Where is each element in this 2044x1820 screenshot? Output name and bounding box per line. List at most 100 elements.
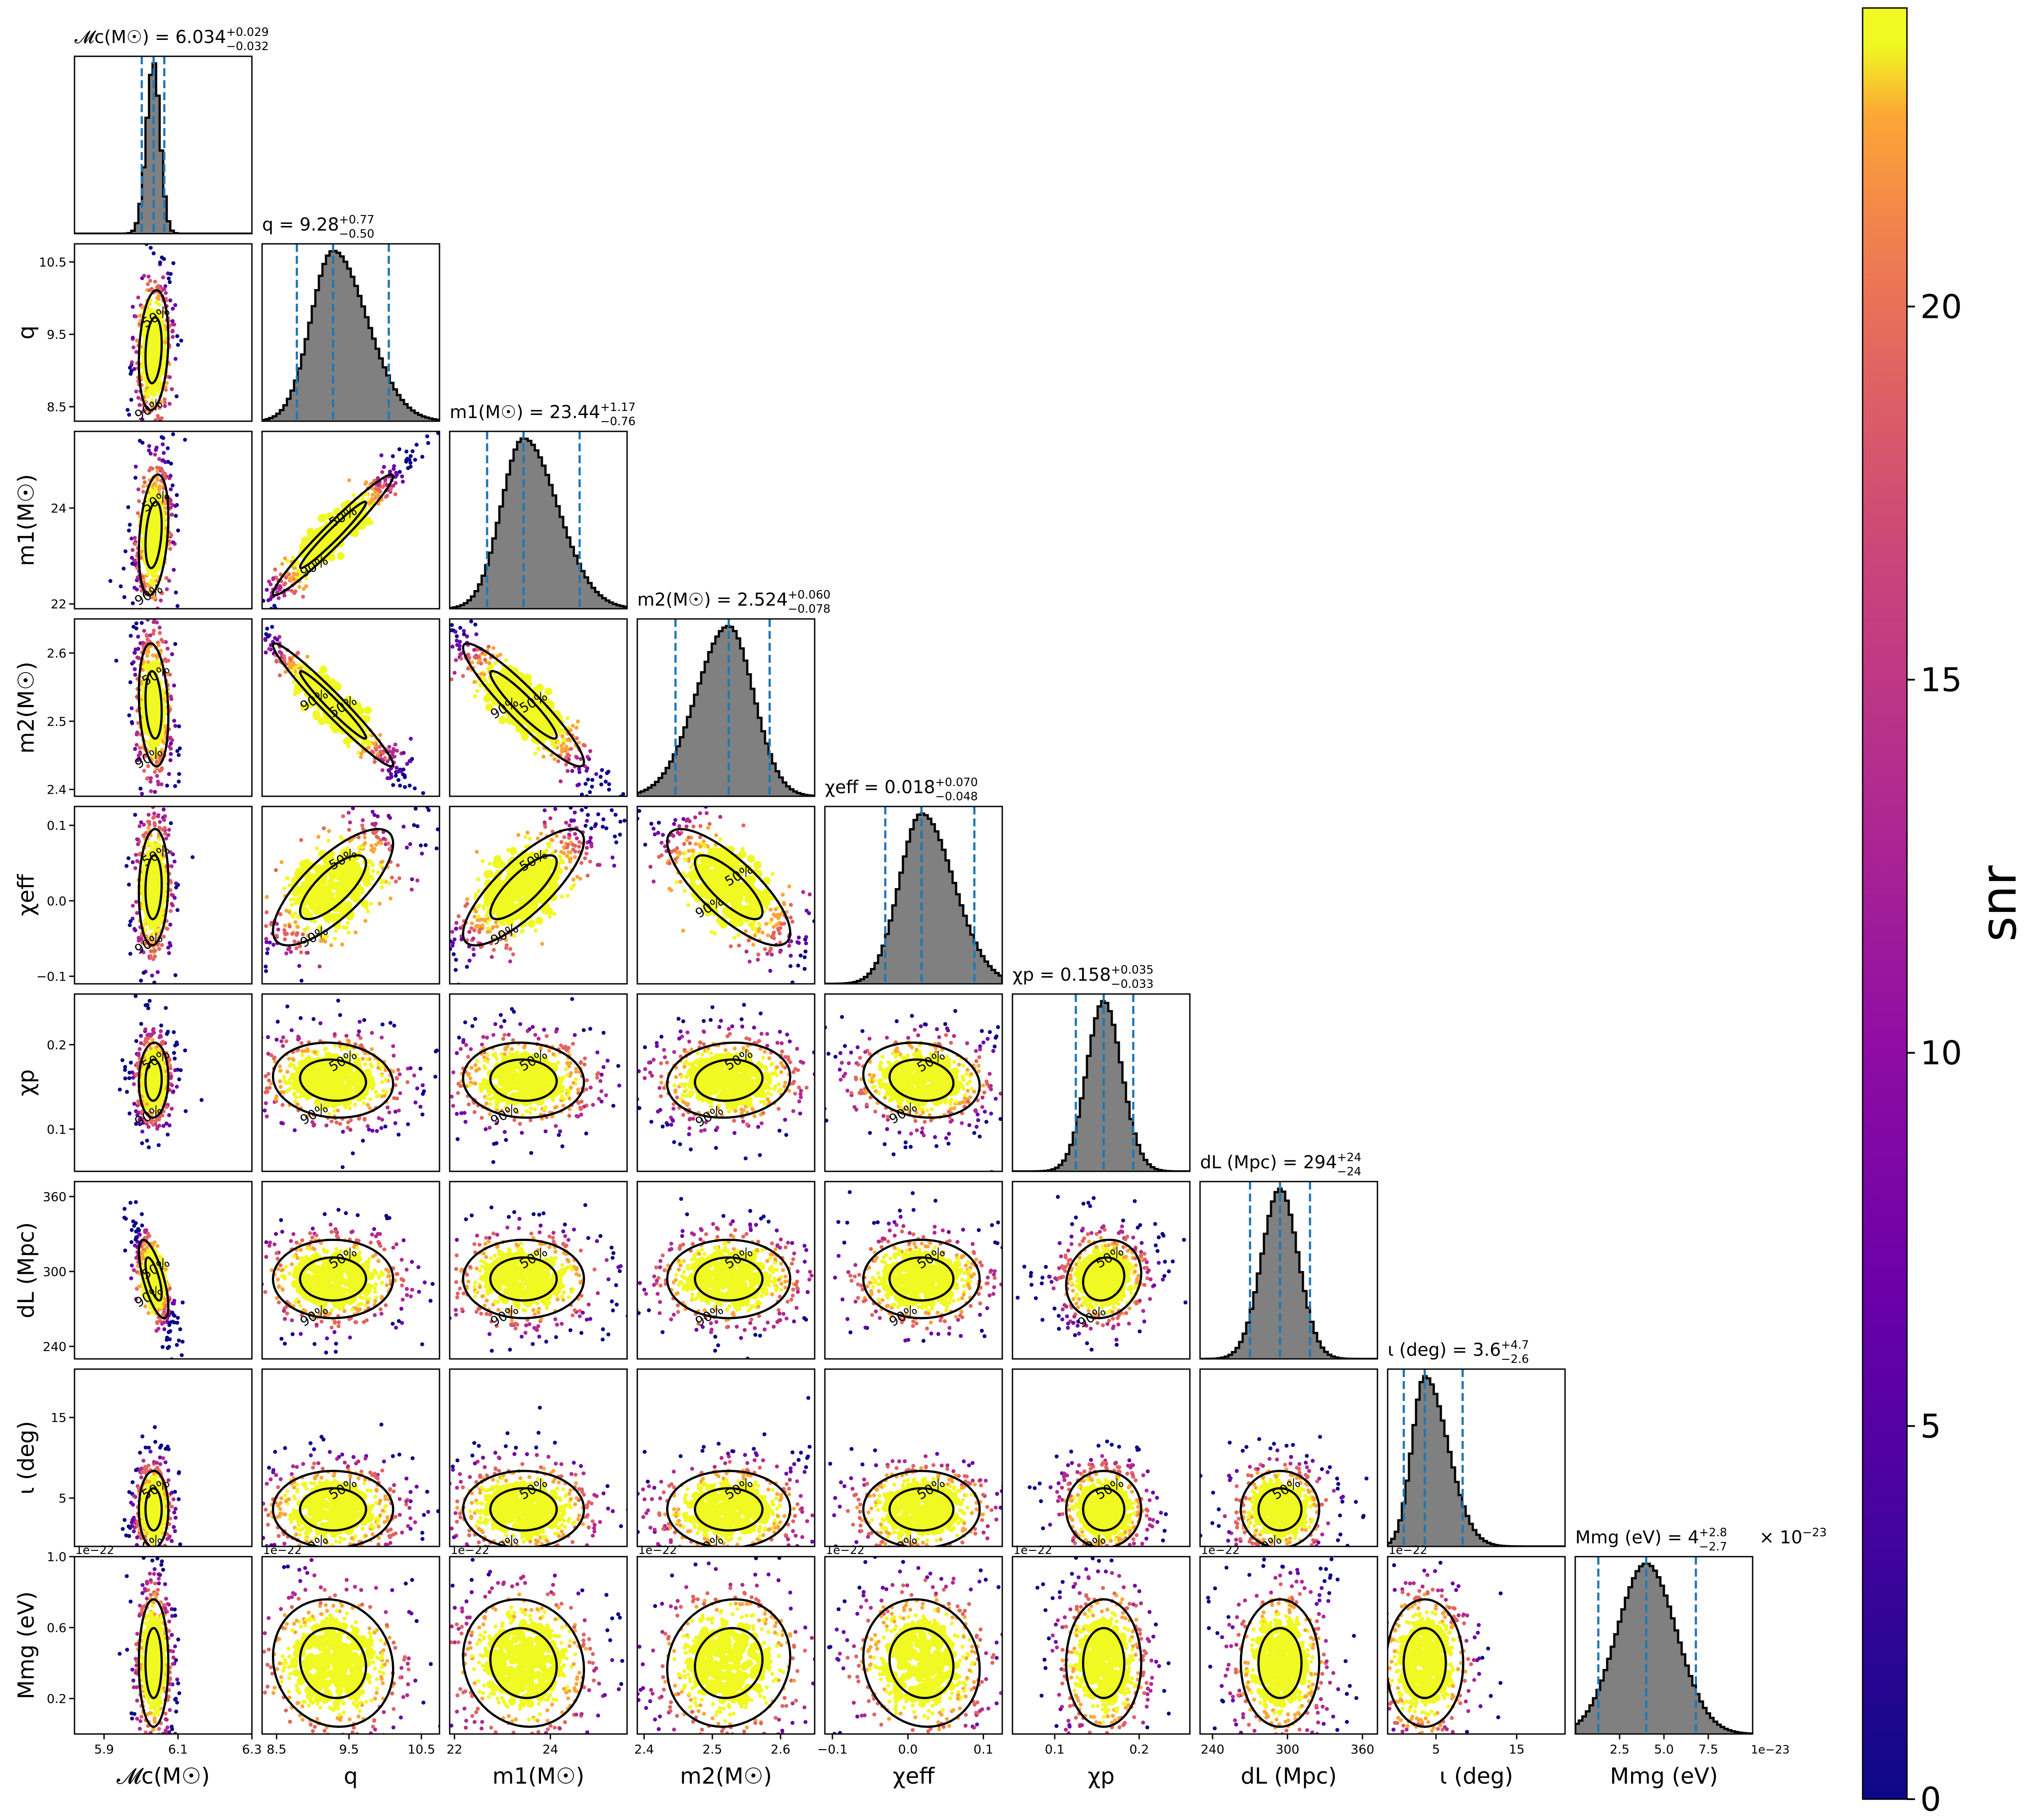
scatter-point (152, 753, 156, 758)
scatter-point (376, 476, 380, 480)
scatter-point (380, 880, 384, 885)
scatter-point (313, 710, 321, 719)
scatter-point (264, 924, 268, 928)
scatter-point (334, 884, 343, 892)
scatter-point (596, 798, 600, 802)
scatter-point (346, 930, 351, 935)
hist-bar (574, 556, 578, 609)
scatter-point (169, 272, 173, 276)
scatter-point (583, 856, 587, 861)
scatter-point (290, 932, 294, 936)
scatter-point (128, 919, 133, 924)
scatter-point (283, 670, 287, 674)
scatter-point (300, 907, 308, 915)
scatter-point (523, 835, 528, 839)
scatter-point (491, 947, 496, 952)
scatter-point (347, 828, 351, 832)
scatter-point (149, 589, 153, 594)
scatter-point (600, 768, 604, 772)
scatter-point (600, 825, 605, 829)
scatter-point (455, 643, 459, 647)
scatter-point (172, 322, 177, 327)
scatter-point (301, 570, 305, 574)
scatter-point (153, 790, 157, 794)
hist-bar (457, 606, 461, 609)
scatter-point (579, 861, 584, 865)
scatter-point (640, 822, 644, 826)
scatter-point (265, 951, 270, 955)
scatter-point (148, 310, 153, 315)
scatter-point (265, 626, 269, 631)
scatter-point (265, 587, 269, 592)
panel-frame (636, 618, 816, 797)
scatter-point (511, 952, 515, 956)
scatter-point (152, 392, 157, 396)
scatter-point (549, 838, 553, 842)
scatter-point (535, 860, 544, 869)
scatter-point (397, 447, 402, 451)
hist-bar (471, 596, 475, 609)
scatter-point (141, 950, 146, 955)
scatter-point (167, 827, 171, 832)
scatter-point (412, 922, 416, 926)
hist-bar (595, 592, 599, 609)
scatter-point (261, 612, 265, 616)
hist-bar (467, 600, 471, 609)
scatter-point (133, 464, 138, 469)
scatter-point (472, 928, 477, 932)
scatter-point (149, 745, 153, 750)
scatter-panel-m1-m2: 50%90% (427, 586, 644, 826)
scatter-point (408, 461, 413, 465)
scatter-point (480, 859, 485, 863)
hist-bar (772, 763, 776, 796)
scatter-point (141, 409, 145, 414)
scatter-point (151, 423, 155, 427)
scatter-point (133, 558, 137, 563)
scatter-point (142, 422, 146, 426)
scatter-point (167, 579, 171, 583)
scatter-point (421, 791, 425, 795)
hist-bar (585, 577, 588, 609)
scatter-point (427, 586, 431, 590)
hist-bar (637, 792, 641, 796)
scatter-point (162, 900, 166, 904)
hist-bar (337, 253, 341, 421)
scatter-point (420, 454, 424, 459)
hist-panel-m1: m1(M☉) = 23.44+1.17−0.76 (449, 401, 636, 610)
hist-bar (687, 716, 691, 796)
hist-bar (376, 348, 380, 421)
scatter-point (306, 951, 310, 955)
scatter-point (174, 513, 178, 518)
scatter-point (140, 305, 144, 309)
scatter-point (137, 852, 142, 857)
scatter-point (190, 855, 195, 859)
scatter-panel-m2-chi: 50%90% (636, 806, 816, 985)
scatter-point (470, 660, 475, 665)
scatter-point (373, 830, 378, 834)
scatter-point (136, 634, 140, 639)
panel-title-minus-m2: −0.078 (788, 603, 830, 616)
scatter-point (536, 836, 540, 841)
scatter-point (133, 866, 137, 870)
scatter-point (136, 837, 141, 842)
contour-90 (271, 473, 395, 597)
scatter-point (598, 801, 602, 805)
scatter-point (294, 674, 299, 678)
scatter-point (173, 356, 178, 361)
panel-frame (261, 243, 440, 422)
hist-bar (411, 410, 415, 421)
scatter-point (264, 940, 269, 944)
hist-bar (485, 565, 489, 609)
scatter-point (275, 933, 279, 938)
scatter-point (146, 692, 154, 701)
hist-bar (758, 717, 762, 796)
scatter-point (188, 557, 192, 561)
scatter-point (506, 920, 510, 924)
scatter-point (309, 903, 318, 911)
scatter-point (131, 625, 136, 629)
scatter-point (174, 394, 179, 399)
scatter-point (394, 879, 398, 884)
scatter-point (222, 580, 226, 584)
hist-bar (319, 276, 323, 421)
scatter-point (459, 798, 463, 802)
